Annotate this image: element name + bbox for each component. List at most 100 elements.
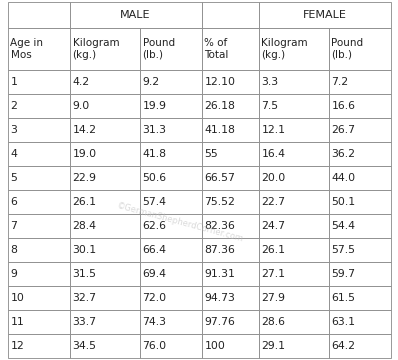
Bar xyxy=(8,142,70,166)
Text: 62.6: 62.6 xyxy=(142,221,166,231)
Text: 8: 8 xyxy=(10,245,18,255)
Text: 26.18: 26.18 xyxy=(205,101,235,111)
Bar xyxy=(70,238,140,262)
Text: 26.7: 26.7 xyxy=(332,125,355,135)
Text: Kilogram
(kg.): Kilogram (kg.) xyxy=(261,38,308,60)
Bar xyxy=(201,334,258,358)
Text: 59.7: 59.7 xyxy=(332,269,355,279)
Bar xyxy=(328,142,390,166)
Text: 9.2: 9.2 xyxy=(142,77,160,87)
Bar xyxy=(70,70,140,94)
Text: 61.5: 61.5 xyxy=(332,293,355,303)
Text: 27.1: 27.1 xyxy=(261,269,285,279)
Bar xyxy=(201,70,258,94)
Text: 94.73: 94.73 xyxy=(205,293,235,303)
Bar xyxy=(70,118,140,142)
Bar xyxy=(328,214,390,238)
Bar xyxy=(8,118,70,142)
Bar xyxy=(258,238,328,262)
Bar xyxy=(328,190,390,214)
Text: 36.2: 36.2 xyxy=(332,149,355,159)
Text: 12.10: 12.10 xyxy=(205,77,236,87)
Bar xyxy=(258,262,328,286)
Text: 31.3: 31.3 xyxy=(142,125,166,135)
Text: 87.36: 87.36 xyxy=(205,245,235,255)
Text: 12: 12 xyxy=(10,341,24,351)
Bar xyxy=(258,310,328,334)
Bar xyxy=(201,166,258,190)
Bar xyxy=(258,214,328,238)
Text: ©GermanShepherdCorner.com: ©GermanShepherdCorner.com xyxy=(115,202,244,244)
Bar xyxy=(258,286,328,310)
Bar xyxy=(258,142,328,166)
Bar xyxy=(258,70,328,94)
Bar xyxy=(70,262,140,286)
Text: 11: 11 xyxy=(10,317,24,327)
Bar xyxy=(8,94,70,118)
Text: 34.5: 34.5 xyxy=(72,341,96,351)
Text: 27.9: 27.9 xyxy=(261,293,285,303)
Bar xyxy=(70,2,201,28)
Text: FEMALE: FEMALE xyxy=(302,10,346,20)
Text: 82.36: 82.36 xyxy=(205,221,235,231)
Bar xyxy=(201,190,258,214)
Bar xyxy=(70,28,140,70)
Bar xyxy=(201,118,258,142)
Text: 2: 2 xyxy=(10,101,18,111)
Text: 6: 6 xyxy=(10,197,18,207)
Text: 26.1: 26.1 xyxy=(261,245,285,255)
Bar xyxy=(140,334,201,358)
Text: Pound
(lb.): Pound (lb.) xyxy=(332,38,364,60)
Bar xyxy=(328,334,390,358)
Text: 1: 1 xyxy=(10,77,18,87)
Bar xyxy=(140,214,201,238)
Bar xyxy=(140,262,201,286)
Text: Kilogram
(kg.): Kilogram (kg.) xyxy=(72,38,119,60)
Text: 19.9: 19.9 xyxy=(142,101,166,111)
Text: 50.6: 50.6 xyxy=(142,173,167,183)
Bar xyxy=(258,28,328,70)
Bar xyxy=(328,262,390,286)
Text: % of
Total: % of Total xyxy=(205,38,229,60)
Text: 14.2: 14.2 xyxy=(72,125,96,135)
Text: 55: 55 xyxy=(205,149,218,159)
Bar xyxy=(258,334,328,358)
Bar xyxy=(140,94,201,118)
Bar xyxy=(140,142,201,166)
Text: 28.6: 28.6 xyxy=(261,317,285,327)
Bar xyxy=(201,28,258,70)
Text: 69.4: 69.4 xyxy=(142,269,166,279)
Bar xyxy=(8,190,70,214)
Text: 100: 100 xyxy=(205,341,225,351)
Text: 7.5: 7.5 xyxy=(261,101,279,111)
Text: 29.1: 29.1 xyxy=(261,341,285,351)
Text: 66.4: 66.4 xyxy=(142,245,166,255)
Bar xyxy=(328,166,390,190)
Bar xyxy=(8,286,70,310)
Bar xyxy=(8,262,70,286)
Text: MALE: MALE xyxy=(120,10,151,20)
Text: 4.2: 4.2 xyxy=(72,77,90,87)
Bar xyxy=(140,190,201,214)
Bar xyxy=(201,2,258,28)
Text: 75.52: 75.52 xyxy=(205,197,235,207)
Bar xyxy=(8,2,70,28)
Text: 50.1: 50.1 xyxy=(332,197,356,207)
Bar xyxy=(70,190,140,214)
Text: 66.57: 66.57 xyxy=(205,173,235,183)
Text: 32.7: 32.7 xyxy=(72,293,96,303)
Text: 9.0: 9.0 xyxy=(72,101,90,111)
Bar xyxy=(70,166,140,190)
Text: 57.4: 57.4 xyxy=(142,197,166,207)
Bar xyxy=(8,238,70,262)
Text: 64.2: 64.2 xyxy=(332,341,355,351)
Bar xyxy=(201,286,258,310)
Bar xyxy=(8,310,70,334)
Bar xyxy=(70,214,140,238)
Text: 19.0: 19.0 xyxy=(72,149,97,159)
Text: 44.0: 44.0 xyxy=(332,173,356,183)
Bar xyxy=(201,94,258,118)
Text: 91.31: 91.31 xyxy=(205,269,235,279)
Bar xyxy=(140,166,201,190)
Bar xyxy=(70,310,140,334)
